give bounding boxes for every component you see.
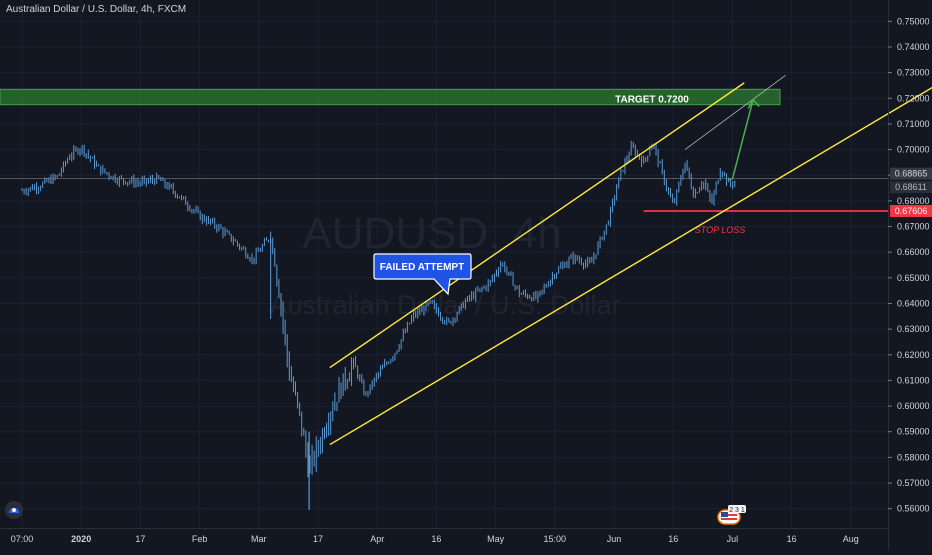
failed-attempt-callout[interactable] (373, 253, 472, 296)
watermark-name: Australian Dollar / U.S. Dollar (269, 290, 620, 320)
time-tick-label: 15:00 (544, 534, 567, 544)
time-tick-label: Mar (251, 534, 267, 544)
time-tick-label: 07:00 (11, 534, 34, 544)
current-price-badge[interactable] (890, 181, 932, 194)
price-tick-label: 0.61000 (897, 375, 930, 385)
price-tick-label: 0.60000 (897, 401, 930, 411)
price-tick-label: 0.68000 (897, 196, 930, 206)
time-axis[interactable]: 07:00 2020 17 Feb Mar 17 Apr 16 May 15:00 Jun 16 Jul… (0, 528, 888, 550)
price-tick-label: 0.62000 (897, 350, 930, 360)
time-tick-label: Aug (843, 534, 859, 544)
stop-price-badge-label: 0.67606 (895, 206, 928, 216)
time-tick-label: 17 (135, 534, 145, 544)
price-tick-label: 0.57000 (897, 478, 930, 488)
us-flag-events-badge-icon[interactable]: 2 3 1 (716, 505, 746, 525)
price-axis[interactable]: 0.75000 0.74000 0.73000 0.72000 0.71000 0.700… (888, 0, 932, 550)
price-tick-label: 0.72000 (897, 93, 930, 103)
price-tick-label: 0.73000 (897, 68, 930, 78)
channel-upper-line[interactable] (329, 82, 745, 369)
price-tick-label: 0.71000 (897, 119, 930, 129)
tradingview-logo-icon[interactable] (5, 501, 23, 519)
channel-lower-line[interactable] (329, 73, 932, 446)
failed-attempt-label: FAILED ATTEMPT (380, 262, 464, 273)
current-price-badge-label: 0.68611 (895, 182, 927, 192)
time-tick-label: 16 (431, 534, 441, 544)
time-tick-label: Feb (192, 534, 208, 544)
time-tick-label: May (487, 534, 505, 544)
time-tick-label: Jun (607, 534, 622, 544)
time-tick-label: Jul (727, 534, 739, 544)
channel-inner-line[interactable] (684, 74, 786, 150)
projection-arrow-line[interactable] (731, 99, 754, 180)
price-tick-label: 0.58000 (897, 452, 930, 462)
target-zone-layer: TARGET 0.7200 (0, 88, 781, 106)
price-tick-label: 0.70000 (897, 145, 930, 155)
watermark: AUDUSD, 4h Australian Dollar / U.S. Doll… (269, 209, 620, 320)
time-axis-background (0, 528, 888, 550)
price-tick-label: 0.64000 (897, 298, 930, 308)
chart-title: Australian Dollar / U.S. Dollar, 4h, FXC… (6, 4, 187, 15)
price-tick-label: 0.56000 (897, 504, 930, 514)
time-tick-label: 2020 (71, 534, 91, 544)
close-price-badge[interactable] (890, 167, 932, 180)
target-zone[interactable] (0, 88, 781, 106)
time-tick-label: 16 (787, 534, 797, 544)
time-tick-label: Apr (370, 534, 384, 544)
close-price-badge-label: 0.68865 (895, 169, 928, 179)
price-tick-label: 0.67000 (897, 222, 930, 232)
drawings[interactable]: STOP LOSS FAILED ATTEMPT (0, 73, 932, 446)
price-tick-label: 0.59000 (897, 427, 930, 437)
time-tick-label: 16 (668, 534, 678, 544)
stop-price-badge[interactable] (890, 204, 932, 217)
time-tick-label: 17 (313, 534, 323, 544)
candles (21, 140, 736, 510)
price-tick-label: 0.66000 (897, 247, 930, 257)
watermark-symbol: AUDUSD, 4h (302, 209, 561, 258)
price-tick-label: 0.74000 (897, 42, 930, 52)
projection-arrow-head-icon (747, 98, 760, 109)
target-label: TARGET 0.7200 (615, 94, 689, 105)
price-tick-label: 0.75000 (897, 16, 930, 26)
price-tick-label: 0.63000 (897, 324, 930, 334)
price-tick-label: 0.65000 (897, 273, 930, 283)
stop-loss-label: STOP LOSS (695, 225, 746, 235)
events-count: 2 3 1 (729, 507, 745, 514)
